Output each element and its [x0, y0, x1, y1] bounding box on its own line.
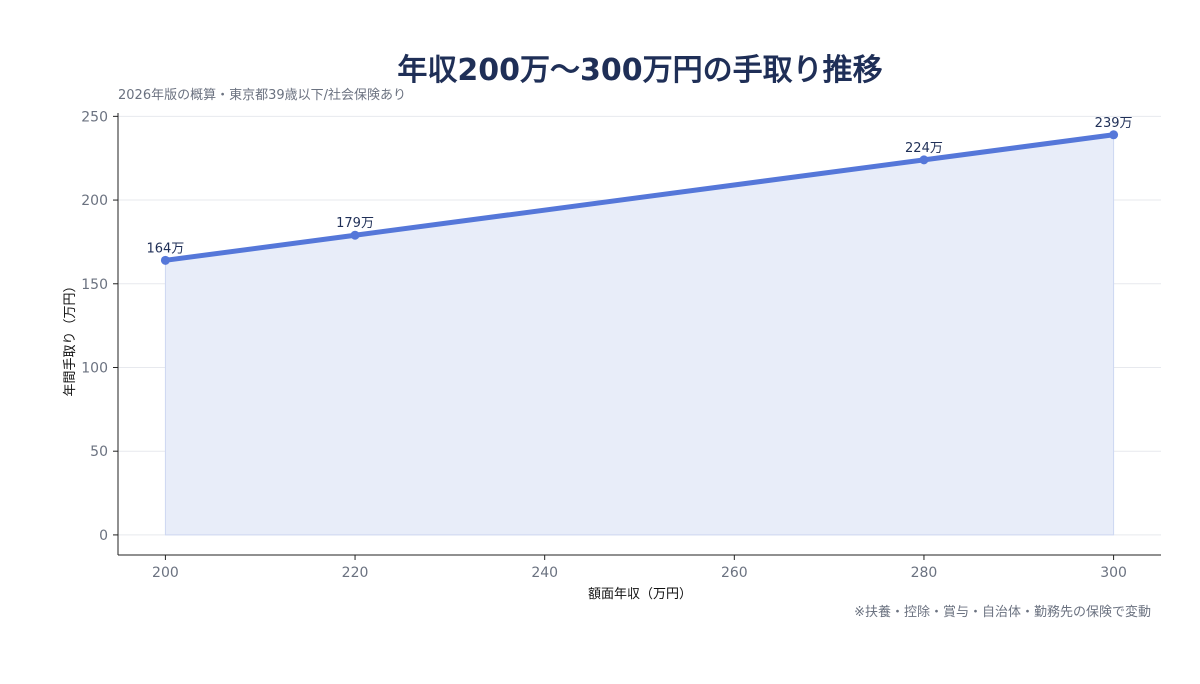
y-tick-label-5: 250: [81, 109, 108, 125]
data-points-layer: [160, 130, 1119, 265]
chart-note: ※扶養・控除・賞与・自治体・勤務先の保険で変動: [854, 604, 1151, 620]
series-line: [162, 132, 1117, 263]
area-fill: [164, 134, 1115, 536]
x-tick-label-4: 280: [911, 565, 938, 581]
x-tick-label-1: 220: [342, 565, 369, 581]
y-axis-label: 年間手取り（万円）: [63, 279, 78, 396]
data-point-3: [1109, 130, 1119, 140]
x-tick-label-5: 300: [1100, 565, 1127, 581]
chart-title: 年収200万〜300万円の手取り推移: [397, 53, 882, 88]
data-point-2: [919, 155, 929, 165]
data-label-1: 179万: [336, 216, 374, 231]
data-label-0: 164万: [146, 241, 184, 256]
data-label-2: 224万: [905, 141, 943, 156]
area-fill-layer: [164, 134, 1115, 536]
data-labels-layer: 164万 179万 224万 239万: [146, 116, 1132, 257]
x-tick-label-0: 200: [152, 565, 179, 581]
chart-subtitle: 2026年版の概算・東京都39歳以下/社会保険あり: [118, 87, 406, 103]
x-axis-label: 額面年収（万円）: [588, 587, 692, 602]
y-tick-label-3: 150: [81, 277, 108, 293]
x-tick-label-2: 240: [531, 565, 558, 581]
data-point-1: [350, 230, 360, 240]
y-tick-label-2: 100: [81, 360, 108, 376]
data-point-0: [160, 255, 170, 265]
data-label-3: 239万: [1095, 116, 1133, 131]
x-tick-label-3: 260: [721, 565, 748, 581]
y-tick-label-1: 50: [90, 444, 108, 460]
y-ticks: 0 50 100 150 200 250: [81, 109, 118, 544]
series-line-layer: [162, 132, 1117, 263]
y-tick-label-4: 200: [81, 193, 108, 209]
x-ticks: 200 220 240 260 280 300: [152, 555, 1127, 581]
y-tick-label-0: 0: [99, 528, 108, 544]
